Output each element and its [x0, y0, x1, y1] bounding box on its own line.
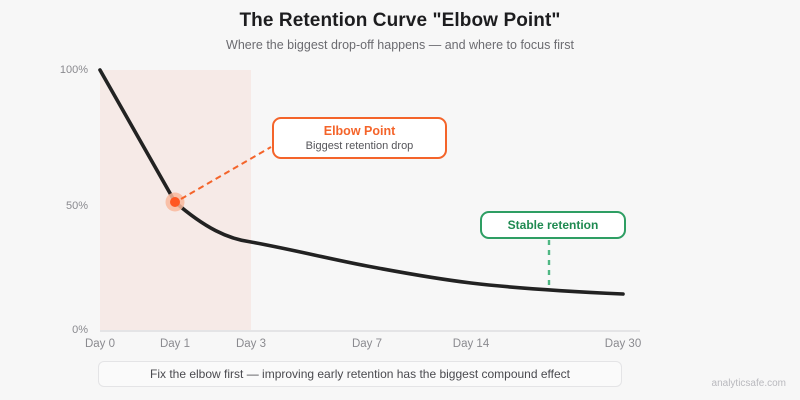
elbow-callout-subtitle: Biggest retention drop	[305, 140, 414, 152]
x-tick-label: Day 1	[159, 338, 191, 350]
x-tick-label: Day 30	[604, 338, 642, 350]
y-tick-label: 50%	[65, 200, 88, 212]
y-tick-label: 100%	[59, 64, 88, 76]
x-tick-label: Day 0	[84, 338, 116, 350]
elbow-marker-dot[interactable]	[170, 197, 180, 207]
y-axis: 100% 50% 0%	[42, 0, 88, 400]
elbow-connector-line	[180, 146, 272, 200]
watermark: analyticsafe.com	[711, 378, 786, 389]
y-tick-label: 0%	[72, 324, 88, 336]
elbow-callout-title: Elbow Point	[323, 124, 396, 138]
x-tick-label: Day 7	[351, 338, 383, 350]
footer-takeaway-note: Fix the elbow first — improving early re…	[98, 361, 622, 387]
elbow-point-callout[interactable]: Elbow Point Biggest retention drop	[272, 117, 447, 159]
stable-retention-callout[interactable]: Stable retention	[480, 211, 626, 239]
chart-subtitle: Where the biggest drop-off happens — and…	[226, 38, 574, 52]
x-tick-label: Day 3	[235, 338, 267, 350]
retention-curve	[98, 68, 625, 296]
x-tick-label: Day 14	[452, 338, 490, 350]
page-title: The Retention Curve "Elbow Point"	[239, 10, 561, 31]
stable-callout-title: Stable retention	[507, 218, 599, 232]
